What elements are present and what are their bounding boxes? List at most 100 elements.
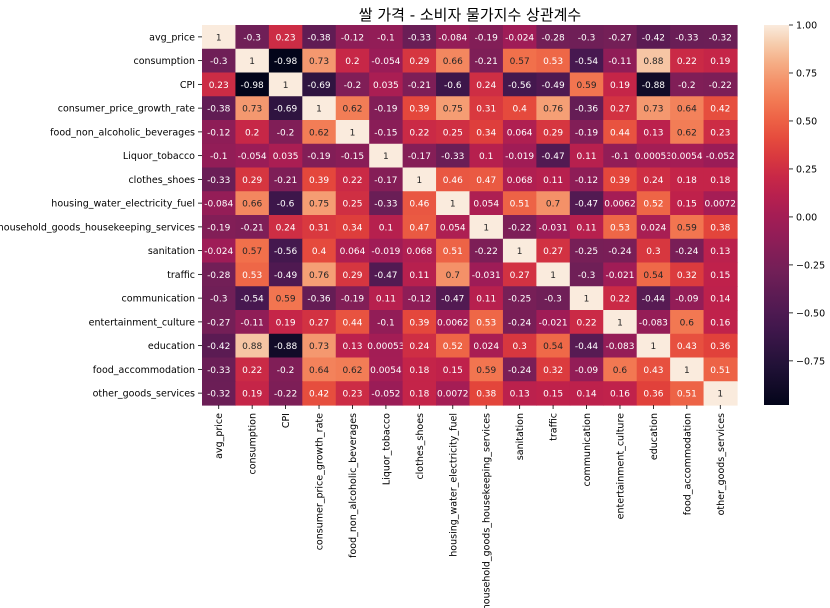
cell-value-label: 0.52 — [643, 200, 663, 210]
cell-value-label: -0.084 — [438, 33, 467, 43]
heatmap-cell — [703, 96, 738, 121]
heatmap-cell — [402, 191, 437, 216]
cell-value-label: -0.1 — [377, 318, 395, 328]
heatmap-cell — [636, 167, 671, 192]
cell-value-label: 0.15 — [710, 271, 730, 281]
heatmap-cell — [335, 357, 370, 382]
cell-value-label: -0.56 — [274, 247, 298, 257]
cell-value-label: 0.34 — [342, 223, 362, 233]
heatmap-cell — [402, 310, 437, 335]
cell-value-label: 0.064 — [340, 247, 366, 257]
heatmap-cell — [569, 381, 604, 406]
cell-value-label: -0.024 — [204, 247, 233, 257]
heatmap-cell — [302, 143, 337, 169]
heatmap-cell — [268, 357, 303, 382]
heatmap-cell — [603, 25, 638, 50]
heatmap-cell — [502, 215, 537, 240]
heatmap-cell — [436, 286, 471, 311]
x-axis-labels: avg_price consumption CPI consumer_price_gr… — [214, 405, 727, 608]
cell-value-label: 0.52 — [443, 342, 463, 352]
cell-value-label: 0.53 — [476, 318, 496, 328]
cell-value-label: 1 — [316, 105, 322, 115]
cell-value-label: 0.024 — [641, 223, 667, 233]
cell-value-label: -0.33 — [207, 176, 230, 186]
x-tick-label: traffic — [549, 413, 560, 441]
cell-value-label: 1 — [216, 33, 222, 43]
cell-value-label: -0.38 — [207, 105, 231, 115]
heatmap-cell — [636, 286, 671, 311]
heatmap-cell — [502, 143, 537, 169]
cell-value-label: -0.33 — [441, 152, 464, 162]
heatmap-cell — [268, 72, 303, 97]
cell-value-label: -0.11 — [608, 57, 631, 67]
x-tick-label: housing_water_electricity_fuel — [448, 413, 459, 557]
heatmap-cell — [369, 381, 404, 406]
heatmap-cell — [335, 238, 370, 264]
cell-value-label: -0.56 — [508, 81, 532, 91]
heatmap-cell — [469, 143, 504, 169]
cell-value-label: 0.76 — [543, 105, 563, 115]
colorbar: 1.00 0.75 0.50 0.25 0.00 −0.25 −0.50 −0.75 — [764, 21, 825, 405]
heatmap-cell — [268, 167, 303, 192]
cell-value-label: 0.24 — [643, 176, 663, 186]
heatmap-cell — [268, 286, 303, 311]
heatmap-cell — [536, 48, 571, 74]
cell-value-label: 0.64 — [309, 366, 329, 376]
cell-value-label: -0.024 — [505, 33, 534, 43]
cell-value-label: 0.18 — [409, 366, 429, 376]
heatmap-cell — [703, 238, 738, 264]
cell-value-label: -0.54 — [575, 57, 599, 67]
cell-value-label: -0.031 — [539, 223, 568, 233]
heatmap-cell — [335, 191, 370, 216]
cell-value-label: -0.12 — [207, 128, 230, 138]
cell-value-label: 0.024 — [473, 342, 499, 352]
cell-value-label: -0.44 — [575, 342, 599, 352]
heatmap-cell — [469, 72, 504, 97]
heatmap-cell — [402, 357, 437, 382]
cell-value-label: 0.29 — [543, 128, 563, 138]
heatmap-cell — [235, 48, 270, 74]
heatmap-cell — [502, 381, 537, 406]
cell-value-label: 1 — [684, 366, 690, 376]
heatmap-cell — [670, 120, 705, 145]
cell-value-label: 0.00053 — [635, 152, 672, 162]
cell-value-label: 0.29 — [409, 57, 429, 67]
cell-value-label: -0.6 — [444, 81, 462, 91]
cell-value-label: 1 — [383, 152, 389, 162]
cell-value-label: -0.33 — [207, 366, 230, 376]
heatmap-cell — [335, 286, 370, 311]
heatmap-cell — [369, 215, 404, 240]
cell-value-label: 0.22 — [409, 128, 429, 138]
heatmap-cell — [502, 120, 537, 145]
cell-value-label: 0.035 — [373, 81, 399, 91]
cell-value-label: -0.49 — [274, 271, 298, 281]
cell-value-label: 0.0072 — [705, 200, 737, 210]
heatmap-cell — [569, 167, 604, 192]
heatmap-cell — [670, 143, 705, 169]
heatmap-cell — [369, 96, 404, 121]
heatmap-cell — [302, 262, 337, 287]
cell-value-label: 0.25 — [342, 200, 362, 210]
cell-value-label: 0.66 — [242, 200, 262, 210]
heatmap-cell — [603, 215, 638, 240]
cell-value-label: 0.6 — [613, 366, 628, 376]
cell-value-label: 0.22 — [242, 366, 262, 376]
colorbar-tick-label: −0.50 — [796, 308, 825, 319]
cell-value-label: 0.29 — [242, 176, 262, 186]
heatmap-cell — [268, 238, 303, 264]
cell-value-label: 0.2 — [245, 128, 259, 138]
cell-value-label: 0.51 — [677, 390, 697, 400]
cell-value-label: 0.00053 — [367, 342, 404, 352]
heatmap-cell — [302, 72, 337, 97]
cell-value-label: 0.34 — [476, 128, 496, 138]
heatmap-cell — [670, 357, 705, 382]
heatmap-cell — [569, 310, 604, 335]
cell-value-label: -0.27 — [608, 33, 631, 43]
heatmap-cell — [369, 25, 404, 50]
heatmap-cell — [302, 381, 337, 406]
cell-value-label: -0.69 — [274, 105, 298, 115]
cell-value-label: 1 — [584, 295, 590, 305]
cell-value-label: 1 — [283, 81, 289, 91]
cell-value-label: 0.11 — [577, 223, 597, 233]
y-tick-label: clothes_shoes — [128, 175, 195, 186]
